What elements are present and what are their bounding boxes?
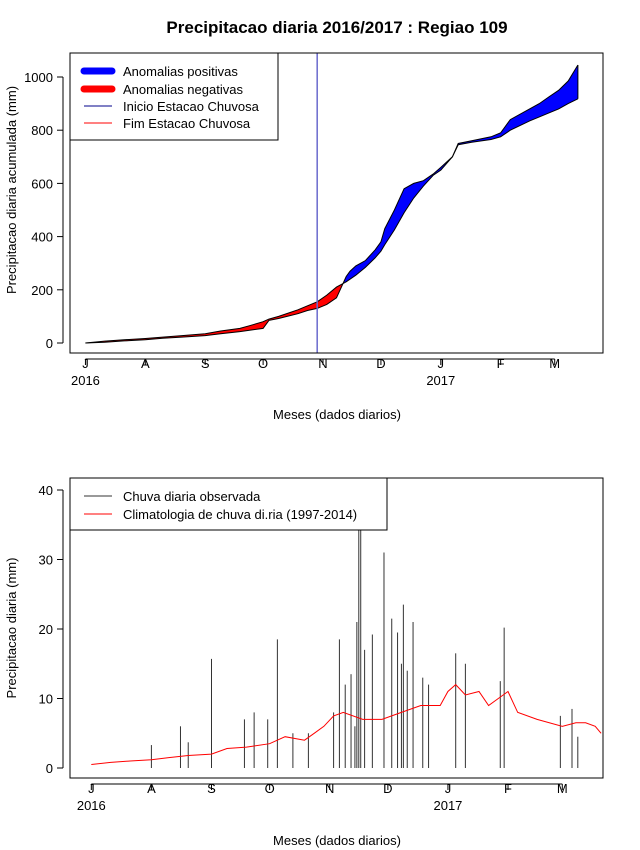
- bottom-y-tick-label: 20: [39, 622, 53, 637]
- top-x-tick-label: S: [201, 356, 210, 371]
- top-y-tick-label: 1000: [24, 70, 53, 85]
- bottom-x-tick-label: D: [383, 781, 392, 796]
- bottom-plot-area: [91, 490, 602, 768]
- bottom-legend-box: [69, 477, 388, 531]
- top-year-label: 2016: [71, 373, 100, 388]
- legend-season-end-label: Fim Estacao Chuvosa: [123, 116, 251, 131]
- top-axes: 0 200 400 600 800 1000 J A S O N D J F M 2016 2017: [24, 70, 560, 388]
- legend-climatology-label: Climatologia de chuva di.ria (1997-2014): [123, 507, 357, 522]
- bottom-x-tick-label: S: [207, 781, 216, 796]
- climatology-daily-line: [91, 683, 602, 765]
- top-x-tick-label: J: [438, 356, 445, 371]
- top-y-tick-label: 0: [46, 336, 53, 351]
- bottom-y-tick-label: 0: [46, 761, 53, 776]
- bottom-x-tick-label: J: [88, 781, 95, 796]
- bottom-y-axis-label: Precipitacao diaria (mm): [4, 558, 19, 699]
- top-chart-title: Precipitacao diaria 2016/2017 : Regiao 1…: [166, 18, 507, 37]
- bottom-x-tick-label: A: [147, 781, 156, 796]
- top-x-tick-label: N: [318, 356, 327, 371]
- top-x-tick-label: J: [82, 356, 89, 371]
- top-x-tick-label: O: [258, 356, 268, 371]
- bottom-axes: 0 10 20 30 40 J A S O N D J F M 2016 2017: [39, 483, 568, 813]
- bottom-y-tick-label: 30: [39, 553, 53, 568]
- top-legend: Anomalias positivas Anomalias negativas …: [69, 52, 279, 141]
- top-x-tick-label: D: [376, 356, 385, 371]
- top-x-axis-label: Meses (dados diarios): [273, 407, 401, 422]
- top-y-tick-label: 400: [31, 230, 53, 245]
- bottom-year-label: 2017: [433, 798, 462, 813]
- legend-positive-label: Anomalias positivas: [123, 64, 238, 79]
- bottom-x-tick-label: J: [445, 781, 452, 796]
- top-y-tick-label: 600: [31, 176, 53, 191]
- top-y-tick-label: 200: [31, 283, 53, 298]
- legend-negative-label: Anomalias negativas: [123, 82, 243, 97]
- top-plot-area: [85, 53, 579, 353]
- legend-season-start-label: Inicio Estacao Chuvosa: [123, 99, 260, 114]
- top-x-tick-label: M: [549, 356, 560, 371]
- bottom-x-tick-label: N: [325, 781, 334, 796]
- negative-anomaly-area: [87, 283, 343, 343]
- top-plot-frame: [69, 52, 604, 354]
- climatology-cumulative-line: [85, 98, 579, 344]
- legend-observed-label: Chuva diaria observada: [123, 489, 261, 504]
- top-x-tick-label: A: [141, 356, 150, 371]
- top-year-label: 2017: [426, 373, 455, 388]
- top-x-tick-label: F: [497, 356, 505, 371]
- bottom-y-tick-label: 10: [39, 692, 53, 707]
- bottom-x-axis-label: Meses (dados diarios): [273, 833, 401, 848]
- observed-cumulative-line: [85, 64, 579, 344]
- bottom-x-tick-label: M: [557, 781, 568, 796]
- bottom-year-label: 2016: [77, 798, 106, 813]
- top-y-tick-label: 800: [31, 123, 53, 138]
- bottom-legend: Chuva diaria observada Climatologia de c…: [69, 477, 388, 531]
- positive-anomaly-area: [344, 65, 578, 283]
- bottom-y-tick-label: 40: [39, 483, 53, 498]
- bottom-x-tick-label: F: [504, 781, 512, 796]
- top-y-axis-label: Precipitacao diaria acumulada (mm): [4, 86, 19, 294]
- bottom-x-tick-label: O: [265, 781, 275, 796]
